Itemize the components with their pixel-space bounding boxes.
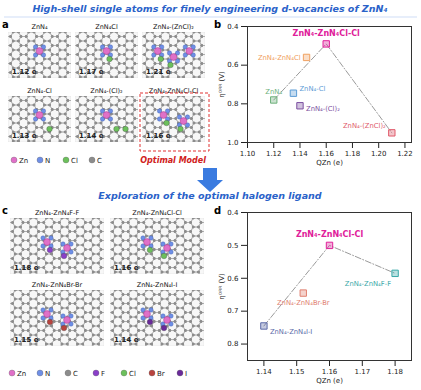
svg-text:ZnN₄-(Cl)₂: ZnN₄-(Cl)₂ xyxy=(306,105,340,113)
svg-text:ZnN₄-ZnN₄F-F: ZnN₄-ZnN₄F-F xyxy=(345,280,391,288)
svg-text:1.13 e: 1.13 e xyxy=(12,132,37,140)
svg-text:ZnN₄-(ZnCl)₂: ZnN₄-(ZnCl)₂ xyxy=(343,122,386,130)
svg-text:1.18: 1.18 xyxy=(387,368,403,376)
svg-text:1.14 e: 1.14 e xyxy=(114,336,139,344)
svg-text:ZnN₄-ZnN₄Cl-Cl: ZnN₄-ZnN₄Cl-Cl xyxy=(132,209,182,217)
svg-text:1.14: 1.14 xyxy=(256,368,272,376)
svg-text:ZnN₄-(ZnCl)₂: ZnN₄-(ZnCl)₂ xyxy=(153,23,194,31)
svg-text:C: C xyxy=(97,157,102,165)
svg-text:1.22: 1.22 xyxy=(397,150,413,158)
svg-text:1.21 e: 1.21 e xyxy=(146,68,171,76)
svg-text:1.16 e: 1.16 e xyxy=(114,264,139,272)
svg-text:High-shell single atoms for f: High-shell single atoms for finely engin… xyxy=(32,3,387,14)
svg-text:1.10: 1.10 xyxy=(240,150,256,158)
svg-text:ZnN₄-ZnN₄Cl: ZnN₄-ZnN₄Cl xyxy=(258,54,301,62)
svg-text:d: d xyxy=(214,205,221,216)
svg-text:0.6: 0.6 xyxy=(227,61,239,69)
svg-text:0.4: 0.4 xyxy=(227,209,239,217)
svg-text:1.20: 1.20 xyxy=(371,150,387,158)
svg-text:ZnN₄-ZnN₄F-F: ZnN₄-ZnN₄F-F xyxy=(35,209,80,217)
svg-text:QZn (e): QZn (e) xyxy=(316,159,343,167)
svg-text:1.12 e: 1.12 e xyxy=(12,68,37,76)
svg-text:Exploration of the optimal hal: Exploration of the optimal halogen ligan… xyxy=(98,190,322,201)
svg-text:ZnN₄-ZnN₄Cl-Cl: ZnN₄-ZnN₄Cl-Cl xyxy=(149,87,199,95)
svg-text:1.12: 1.12 xyxy=(266,150,282,158)
svg-text:ZnN₄Cl: ZnN₄Cl xyxy=(95,23,118,31)
svg-text:I: I xyxy=(185,370,187,378)
svg-text:1.16: 1.16 xyxy=(318,150,334,158)
svg-text:ZnN₄-ZnN₄Cl-Cl: ZnN₄-ZnN₄Cl-Cl xyxy=(293,29,361,38)
svg-text:0.6: 0.6 xyxy=(227,275,239,283)
svg-text:Cl: Cl xyxy=(71,157,78,165)
svg-text:ZnN₄-Cl: ZnN₄-Cl xyxy=(299,85,325,93)
svg-text:ZnN₄-ZnN₄Cl-Cl: ZnN₄-ZnN₄Cl-Cl xyxy=(296,230,364,239)
svg-text:ZnN₄-ZnN₄I-I: ZnN₄-ZnN₄I-I xyxy=(270,328,312,336)
svg-text:F: F xyxy=(101,370,105,378)
svg-text:0.7: 0.7 xyxy=(227,307,238,315)
svg-text:a: a xyxy=(2,19,9,30)
svg-text:1.15 e: 1.15 e xyxy=(14,336,39,344)
svg-text:1.0: 1.0 xyxy=(227,139,238,147)
svg-text:ZnN₄-(Cl)₂: ZnN₄-(Cl)₂ xyxy=(90,87,123,95)
svg-text:Cl: Cl xyxy=(129,370,136,378)
svg-text:ηᴼᴿᴿ (V): ηᴼᴿᴿ (V) xyxy=(218,71,226,98)
svg-text:ZnN₄-ZnN₄I-I: ZnN₄-ZnN₄I-I xyxy=(137,281,178,289)
svg-text:1.15: 1.15 xyxy=(289,368,305,376)
svg-text:QZn (e): QZn (e) xyxy=(316,377,343,385)
svg-text:C: C xyxy=(73,370,78,378)
svg-text:Zn: Zn xyxy=(19,157,28,165)
svg-text:1.16 e: 1.16 e xyxy=(146,132,171,140)
svg-text:Zn: Zn xyxy=(17,370,26,378)
svg-text:1.14 e: 1.14 e xyxy=(79,132,104,140)
svg-text:1.17: 1.17 xyxy=(355,368,371,376)
svg-text:1.18 e: 1.18 e xyxy=(14,264,39,272)
svg-text:ηᴼᴿᴿ (V): ηᴼᴿᴿ (V) xyxy=(218,273,226,300)
svg-text:0.4: 0.4 xyxy=(227,23,239,31)
svg-text:ZnN₄-ZnN₄Br-Br: ZnN₄-ZnN₄Br-Br xyxy=(32,281,83,289)
svg-text:0.8: 0.8 xyxy=(227,340,238,348)
svg-text:Optimal Model: Optimal Model xyxy=(140,156,206,165)
svg-text:1.16: 1.16 xyxy=(322,368,338,376)
svg-text:Br: Br xyxy=(157,370,165,378)
svg-text:ZnN₄-ZnN₄Br-Br: ZnN₄-ZnN₄Br-Br xyxy=(277,299,330,307)
svg-text:N: N xyxy=(45,370,50,378)
svg-text:N: N xyxy=(45,157,50,165)
svg-text:1.14: 1.14 xyxy=(292,150,308,158)
svg-text:1.18: 1.18 xyxy=(345,150,361,158)
svg-text:b: b xyxy=(214,19,221,30)
svg-text:1.17 e: 1.17 e xyxy=(79,68,104,76)
svg-text:c: c xyxy=(2,205,8,216)
svg-text:ZnN₄: ZnN₄ xyxy=(31,23,47,31)
svg-text:ZnN₄: ZnN₄ xyxy=(265,88,282,96)
svg-text:0.8: 0.8 xyxy=(227,100,238,108)
svg-text:ZnN₄-Cl: ZnN₄-Cl xyxy=(27,87,52,95)
svg-text:0.5: 0.5 xyxy=(227,242,238,250)
